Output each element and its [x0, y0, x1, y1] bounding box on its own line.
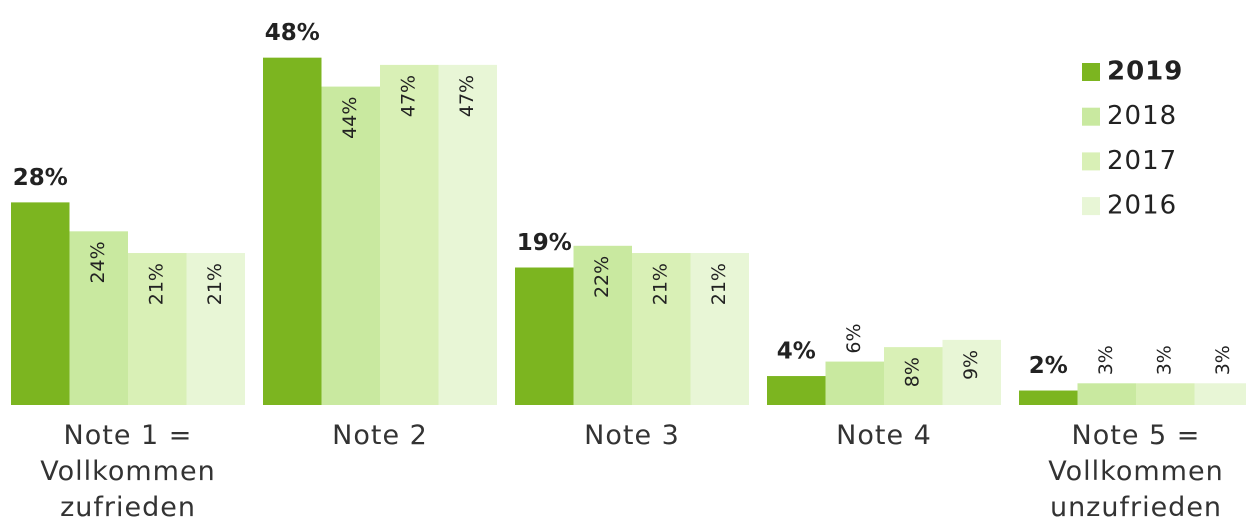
bar [884, 347, 943, 405]
legend-swatch [1082, 197, 1100, 216]
x-tick-label: Note 4 [836, 420, 932, 451]
bar [515, 267, 574, 405]
x-tick-label: Note 5 = Vollkommen unzufrieden [1048, 420, 1224, 523]
bar [321, 86, 380, 405]
data-label: 2% [1029, 353, 1068, 379]
data-label: 22% [591, 256, 613, 298]
bar [767, 376, 826, 405]
data-label: 44% [339, 97, 361, 139]
data-label: 48% [265, 20, 320, 46]
bar [186, 253, 245, 405]
data-label: 47% [456, 75, 478, 117]
bar [825, 361, 884, 405]
legend-label: 2019 [1107, 57, 1183, 87]
data-label: 19% [517, 230, 572, 256]
bar [11, 202, 70, 405]
bar [1019, 390, 1078, 405]
bar [1136, 383, 1195, 405]
legend-label: 2018 [1107, 101, 1177, 131]
data-label: 21% [146, 263, 168, 305]
legend-label: 2016 [1107, 191, 1177, 221]
data-label: 3% [1154, 345, 1176, 375]
data-label: 21% [650, 263, 672, 305]
bar [942, 339, 1001, 405]
bar [573, 245, 632, 405]
bar [690, 253, 749, 405]
x-tick-label: Note 3 [584, 420, 680, 451]
data-label: 3% [1095, 345, 1117, 375]
data-label: 4% [777, 339, 816, 365]
data-label: 47% [398, 75, 420, 117]
bar [632, 253, 691, 405]
bar [128, 253, 187, 405]
x-tick-label: Note 2 [332, 420, 428, 451]
bar [380, 64, 439, 406]
data-label: 6% [843, 323, 865, 353]
data-label: 9% [960, 350, 982, 380]
data-label: 28% [13, 165, 68, 191]
bar [263, 57, 322, 406]
legend-swatch [1082, 152, 1100, 171]
data-label: 24% [87, 241, 109, 283]
data-label: 21% [708, 263, 730, 305]
bar [1077, 383, 1136, 405]
x-tick-label: Note 1 = Vollkommen zufrieden [40, 420, 216, 523]
bar [438, 64, 497, 406]
data-label: 8% [902, 357, 924, 387]
legend-swatch [1082, 63, 1100, 81]
bar [1194, 383, 1246, 405]
legend-swatch [1082, 107, 1100, 126]
bar [69, 231, 128, 405]
legend-label: 2017 [1107, 146, 1177, 176]
data-label: 3% [1212, 345, 1234, 375]
data-label: 21% [204, 263, 226, 305]
